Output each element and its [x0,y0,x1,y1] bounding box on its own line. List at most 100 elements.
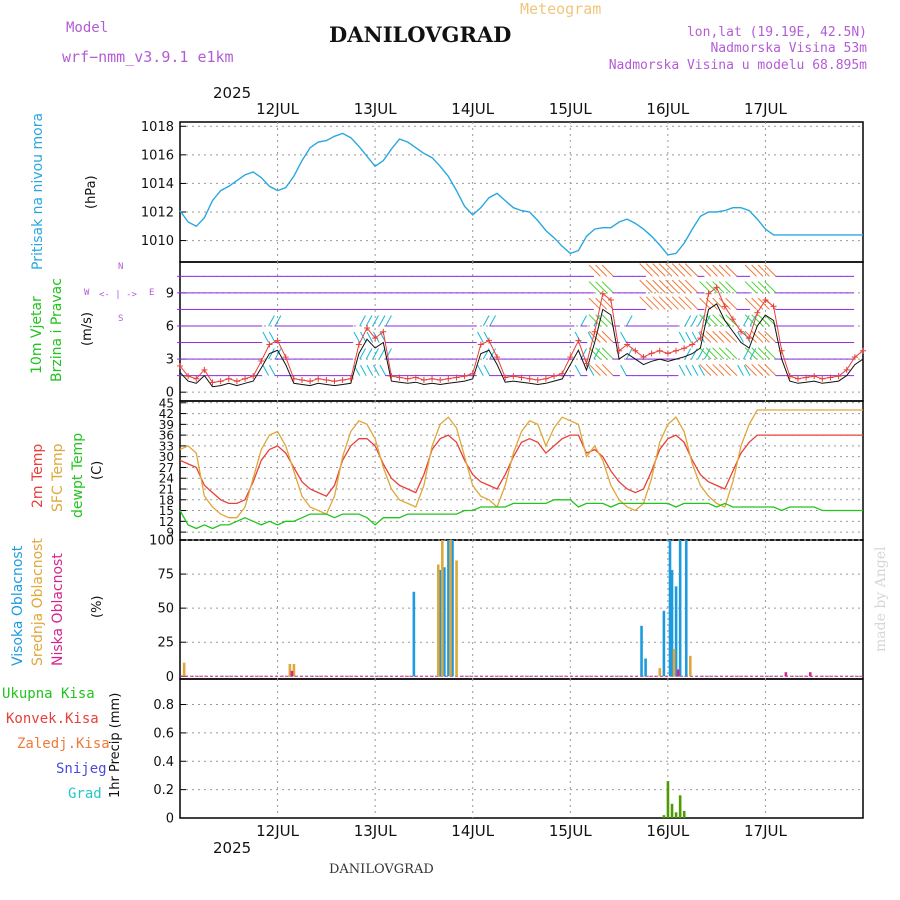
wind-barb [625,348,633,360]
wind-barb [378,315,386,327]
wind-barb [477,364,484,376]
wind-barb [718,264,731,277]
wind-barb [705,264,718,277]
gust-marker [851,354,858,361]
wind-barb [712,347,725,360]
cloud-bar [684,540,688,677]
y-tick-label: 6 [166,319,174,334]
gust-marker [225,375,232,382]
cloud-bar [447,540,450,677]
wind-barb [658,279,673,294]
gust-marker [534,376,541,383]
cloud-bar [670,569,674,677]
y-tick-label: 100 [149,534,174,549]
gust-marker [648,350,655,357]
wind-barb [574,364,582,376]
wind-barb [751,264,764,277]
gust-marker [664,350,671,357]
gust-marker [266,341,273,348]
gust-marker [445,375,452,382]
gust-marker [681,345,688,352]
date-tick-bottom: 15JUL [549,822,592,840]
wind-barb [366,364,374,376]
wind-barb [665,279,679,294]
gust-marker [420,376,427,383]
wind-barb [378,348,386,360]
gust-marker [860,347,866,354]
wind-barb [684,296,699,310]
wind-barb [262,331,270,343]
gust-marker [258,357,265,364]
wind-barb [751,330,764,343]
y-tick-label: 0.2 [153,783,174,798]
wind-barb [744,330,757,343]
wind-barb [489,315,496,327]
date-tick-top: 15JUL [549,100,592,118]
wind-barb [587,331,595,343]
wind-barb [625,315,633,327]
panel-frames [179,121,864,819]
wind-barb [743,315,750,327]
gust-marker [811,373,818,380]
precip-bar [678,795,682,818]
wind-barb [699,297,712,310]
y-tick-label: 1016 [141,148,174,163]
gust-marker [762,297,769,304]
gust-marker [778,347,785,354]
gust-marker [290,375,297,382]
wind-barb [365,348,373,360]
wind-barb [698,364,705,376]
wind-barb [645,296,660,310]
wind-barb [360,331,367,343]
wind-barb [482,315,490,327]
wind-barb [751,347,764,360]
cloud-bar [808,672,812,677]
gust-marker [656,347,663,354]
y-tick-label: 36 [159,429,174,443]
wind-barb [477,331,484,343]
precip-bar [666,781,670,818]
wind-barb [705,347,718,360]
wind-barb [601,281,614,294]
wind-barb [751,297,764,310]
y-tick-label: 21 [159,482,174,496]
wind-barb [379,364,387,376]
gust-marker [583,360,590,367]
wind-barb [744,363,757,376]
wind-barb [705,281,718,294]
wind-barb [712,297,725,310]
wind-barb [691,364,699,376]
gust-marker [542,375,549,382]
gust-marker [396,374,403,381]
y-tick-label: 0.8 [153,698,174,713]
gust-marker [331,378,338,385]
wind-barb [274,315,282,327]
gust-marker [803,374,810,381]
cloud-bar [441,540,444,677]
wind-barb [601,330,614,343]
cloud-bar [438,569,442,677]
cloud-bar [668,540,672,677]
wind-barb [744,264,757,277]
wind-barb [764,264,777,277]
wind-barb [588,363,601,376]
precip-total-label: Ukupna Kisa [2,686,95,702]
cloud-bar [784,672,788,677]
compass-arrows-icon: <- | -> [99,290,137,300]
wind-barb [268,331,276,343]
gust-marker [559,370,566,377]
wind-barb [601,264,614,277]
gust-marker [632,347,639,354]
gust-marker [485,337,492,344]
wind-barb [671,263,686,277]
wind-barb [595,264,608,277]
cloud-bar [678,540,682,677]
wind-barb [743,364,751,376]
wind-barb [764,330,777,343]
wind-barb [665,263,679,277]
date-tick-top: 17JUL [744,100,787,118]
y-tick-label: 1014 [141,177,174,192]
wind-barb [652,279,666,294]
coordinates: lon,lat (19.19E, 42.5N) [686,25,867,40]
wind-barb [684,315,692,327]
